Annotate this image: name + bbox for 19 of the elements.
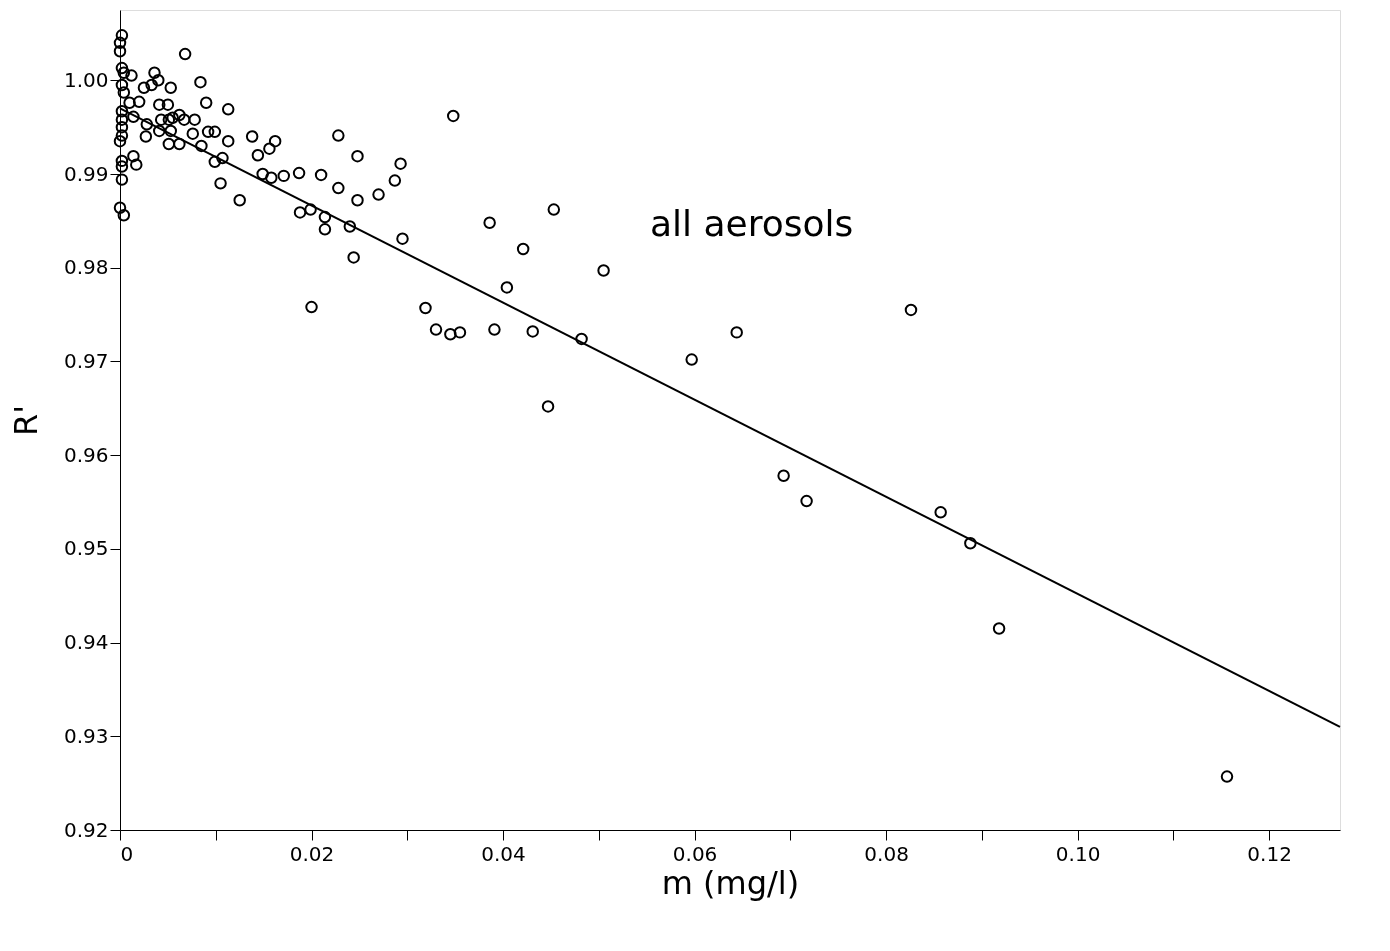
x-tick-label: 0 bbox=[120, 841, 134, 866]
y-tick-label: 1.00 bbox=[63, 67, 109, 92]
y-tick-label: 0.96 bbox=[63, 442, 109, 467]
y-tick-label: 0.93 bbox=[63, 723, 109, 748]
y-tick-label: 0.95 bbox=[63, 536, 109, 561]
y-tick-label: 0.94 bbox=[63, 630, 109, 655]
x-tick-label: 0.10 bbox=[1055, 841, 1101, 866]
x-tick-label: 0.02 bbox=[289, 841, 335, 866]
annotation: all aerosols bbox=[650, 203, 854, 244]
x-tick-label: 0.08 bbox=[864, 841, 909, 866]
y-tick-label: 0.92 bbox=[63, 817, 109, 842]
x-tick-label: 0.06 bbox=[672, 841, 718, 866]
y-axis-title: R' bbox=[6, 404, 45, 437]
y-tick-label: 0.98 bbox=[63, 255, 109, 280]
x-tick-label: 0.12 bbox=[1247, 841, 1292, 866]
y-tick-label: 0.99 bbox=[63, 161, 109, 186]
x-axis-title: m (mg/l) bbox=[661, 863, 800, 902]
x-tick-label: 0.04 bbox=[481, 841, 526, 866]
y-tick-label: 0.97 bbox=[63, 348, 109, 373]
